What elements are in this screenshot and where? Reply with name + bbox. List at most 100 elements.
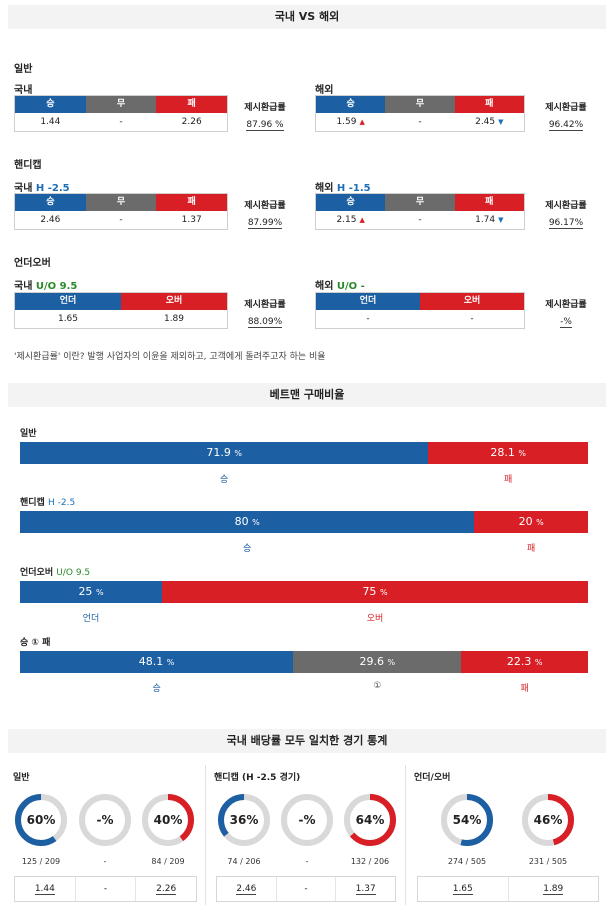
odds-win: 2.15 ▲ <box>336 215 365 225</box>
header-draw: 무 <box>85 194 157 211</box>
odds-lose: 1.74 ▼ <box>475 215 504 225</box>
bar-segment-win: 80 % <box>20 511 475 533</box>
payout-value: 96.42% <box>548 120 584 131</box>
overunder-foreign-label: 해외 U/O - <box>315 281 365 292</box>
donut-label: 36% <box>229 813 259 827</box>
bar-segment-win: 71.9 % <box>20 442 429 464</box>
odds-under: 1.65 <box>57 314 79 324</box>
overunder-domestic-odds-table: 언더 오버 1.65 1.89 <box>14 292 228 329</box>
donut-count: 84 / 209 <box>151 857 185 866</box>
odds-cell: 1.65 <box>418 877 509 901</box>
bar-segment-over: 75 % <box>162 581 588 603</box>
odds-cell: 1.37 <box>355 884 376 895</box>
donut-handicap-lose <box>344 794 396 846</box>
bar-label-win: 승 <box>220 475 229 485</box>
odds-draw: - <box>119 117 123 127</box>
donut-count: - <box>305 857 309 866</box>
triangle-up-icon: ▲ <box>359 216 365 224</box>
handicap-title: 핸디캡 <box>14 160 42 171</box>
odds-over: - <box>470 314 474 324</box>
bar-segment-lose: 22.3 % <box>461 651 588 673</box>
section-header-domestic-vs-foreign: 국내 VS 해외 <box>8 5 606 29</box>
payout-value: -% <box>560 317 572 328</box>
bar-segment-win: 48.1 % <box>20 651 294 673</box>
donut-label: 64% <box>355 813 385 827</box>
donut-count: 132 / 206 <box>350 857 390 866</box>
bar-segment-lose: 28.1 % <box>428 442 588 464</box>
odds-cell: 2.46 <box>217 877 277 901</box>
donut-overunder-under <box>441 794 493 846</box>
payout-label: 제시환급률 <box>545 103 587 113</box>
header-lose: 패 <box>454 194 524 211</box>
stats-overunder-title: 언더/오버 <box>414 773 451 783</box>
divider <box>205 765 206 905</box>
header-under: 언더 <box>316 293 420 310</box>
purchase-wdl-bar: 48.1 % 29.6 % 22.3 % <box>20 651 588 673</box>
donut-handicap-win <box>218 794 270 846</box>
stats-handicap-title: 핸디캡 (H -2.5 경기) <box>214 773 301 783</box>
purchase-overunder-bar: 25 % 75 % <box>20 581 588 603</box>
payout-label: 제시환급률 <box>545 201 587 211</box>
donut-general-win <box>15 794 67 846</box>
odds-cell: 1.44 <box>15 877 76 901</box>
odds-lose: 1.37 <box>181 215 202 225</box>
general-domestic-label: 국내 <box>14 85 33 96</box>
donut-general-lose <box>142 794 194 846</box>
stats-general-title: 일반 <box>13 773 30 783</box>
general-title: 일반 <box>14 64 33 75</box>
general-domestic-odds-table: 승 무 패 1.44 - 2.26 <box>14 95 228 132</box>
general-foreign-label: 해외 <box>315 85 334 96</box>
odds-lose: 2.26 <box>181 117 202 127</box>
donut-count: 125 / 209 <box>21 857 61 866</box>
odds-over: 1.89 <box>163 314 185 324</box>
donut-label: 60% <box>26 813 56 827</box>
purchase-general-bar: 71.9 % 28.1 % <box>20 442 588 464</box>
bar-segment-lose: 20 % <box>474 511 588 533</box>
odds-cell: - <box>76 877 137 901</box>
odds-cell: 2.26 <box>156 884 177 895</box>
odds-win: 2.46 <box>40 215 61 225</box>
bar-label-lose: 패 <box>504 475 513 485</box>
payout-label: 제시환급률 <box>244 300 286 310</box>
bar-label-win: 승 <box>243 544 252 554</box>
header-draw: 무 <box>385 194 455 211</box>
donut-label: -% <box>298 813 316 827</box>
header-lose: 패 <box>156 96 228 113</box>
odds-under: - <box>366 314 370 324</box>
bar-label-under: 언더 <box>82 614 100 624</box>
general-foreign-odds-table: 승 무 패 1.59 ▲ - 2.45 ▼ <box>315 95 525 132</box>
header-win: 승 <box>316 96 386 113</box>
stats-overunder-odds: 1.65 1.89 <box>417 876 599 902</box>
header-lose: 패 <box>156 194 228 211</box>
payout-value: 87.96 % <box>246 120 284 131</box>
divider <box>405 765 406 905</box>
donut-label: 54% <box>452 813 482 827</box>
purchase-handicap-bar: 80 % 20 % <box>20 511 588 533</box>
header-over: 오버 <box>121 293 227 310</box>
donut-count: 274 / 505 <box>447 857 487 866</box>
bar-label-win: 승 <box>152 684 161 694</box>
donut-count: 231 / 505 <box>528 857 568 866</box>
bar-segment-draw: 29.6 % <box>293 651 462 673</box>
payout-note: '제시환급률' 이란? 발행 사업자의 이윤을 제외하고, 고객에게 돌려주고자… <box>14 352 326 362</box>
triangle-down-icon: ▼ <box>498 216 504 224</box>
purchase-overunder-title: 언더오버 U/O 9.5 <box>20 568 91 578</box>
odds-draw: - <box>418 117 422 127</box>
handicap-foreign-label: 해외 H -1.5 <box>315 183 371 194</box>
header-draw: 무 <box>85 96 157 113</box>
payout-value: 88.09% <box>247 317 283 328</box>
payout-value: 96.17% <box>548 218 584 229</box>
bar-label-draw: ① <box>373 681 382 691</box>
donut-label: 40% <box>153 813 183 827</box>
bar-label-lose: 패 <box>527 544 536 554</box>
stats-handicap-odds: 2.46 - 1.37 <box>216 876 396 902</box>
overunder-domestic-label: 국내 U/O 9.5 <box>14 281 78 292</box>
donut-label: -% <box>96 813 114 827</box>
odds-lose: 2.45 ▼ <box>475 117 504 127</box>
donut-handicap-draw <box>281 794 333 846</box>
payout-label: 제시환급률 <box>244 201 286 211</box>
section-header-purchase-ratio: 베트맨 구매비율 <box>8 383 606 407</box>
bar-label-over: 오버 <box>366 614 384 624</box>
header-lose: 패 <box>454 96 524 113</box>
donut-count: 74 / 206 <box>227 857 261 866</box>
